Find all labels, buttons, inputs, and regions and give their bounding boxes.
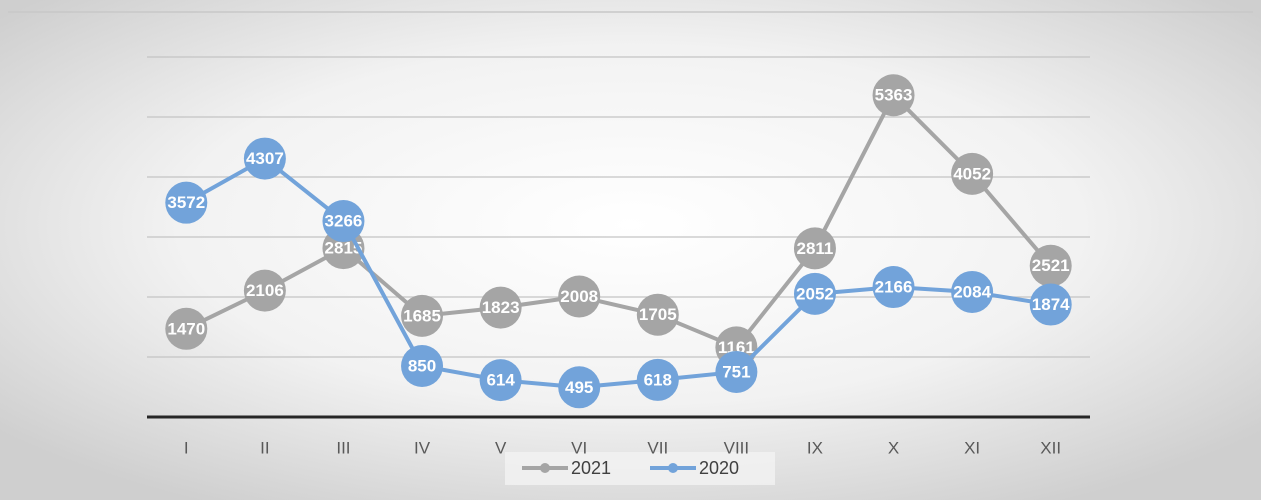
- data-label: 1705: [639, 305, 677, 324]
- point-marker: [1029, 283, 1072, 326]
- x-tick-label: IX: [807, 438, 823, 457]
- point-marker: [951, 270, 994, 313]
- data-label: 618: [644, 370, 672, 389]
- legend-marker: [668, 463, 678, 473]
- x-tick-label: II: [260, 438, 269, 457]
- point-marker: [558, 275, 601, 318]
- point-marker: [1029, 244, 1072, 287]
- point-marker: [636, 358, 679, 401]
- point-marker: [165, 307, 208, 350]
- data-label: 1685: [403, 306, 441, 325]
- data-label: 2811: [797, 239, 834, 258]
- point-marker: [715, 350, 758, 393]
- data-label: 495: [565, 378, 593, 397]
- point-marker: [793, 272, 836, 315]
- data-label: 1161: [718, 338, 755, 357]
- legend-marker: [540, 463, 550, 473]
- x-tick-label: VIII: [724, 438, 750, 457]
- point-marker: [322, 200, 365, 243]
- x-tick-label: VII: [647, 438, 668, 457]
- data-label: 2521: [1032, 256, 1070, 275]
- x-tick-label: VI: [571, 438, 587, 457]
- point-marker: [401, 345, 444, 387]
- data-label: 1470: [167, 319, 205, 338]
- data-label: 2166: [875, 278, 913, 297]
- legend-label: 2021: [571, 458, 611, 478]
- x-tick-label: XII: [1040, 438, 1061, 457]
- data-label: 2106: [246, 281, 284, 300]
- point-marker: [872, 266, 915, 309]
- legend-label: 2020: [699, 458, 739, 478]
- data-label: 5363: [875, 86, 913, 105]
- x-tick-label: IV: [414, 438, 431, 457]
- data-label: 3572: [167, 193, 205, 212]
- point-marker: [479, 286, 522, 329]
- data-label: 3266: [325, 212, 363, 231]
- data-label: 4052: [953, 164, 991, 183]
- data-label: 2052: [796, 284, 834, 303]
- data-label: 4307: [246, 149, 284, 168]
- data-label: 751: [722, 362, 750, 381]
- data-label: 2815: [325, 239, 363, 258]
- point-marker: [951, 152, 994, 195]
- x-tick-label: X: [888, 438, 899, 457]
- data-label: 1823: [482, 298, 520, 317]
- data-label: 614: [486, 371, 515, 390]
- point-marker: [401, 294, 444, 337]
- x-tick-label: V: [495, 438, 507, 457]
- data-label: 2008: [560, 287, 598, 306]
- x-tick-label: XI: [964, 438, 980, 457]
- point-marker: [872, 74, 915, 117]
- data-label: 850: [408, 356, 436, 375]
- point-marker: [558, 366, 601, 409]
- data-label: 2084: [953, 282, 991, 301]
- data-label: 1874: [1032, 295, 1070, 314]
- point-marker: [793, 227, 836, 270]
- x-tick-label: I: [184, 438, 189, 457]
- point-marker: [243, 269, 286, 312]
- x-tick-label: III: [336, 438, 350, 457]
- point-marker: [479, 359, 522, 402]
- point-marker: [165, 181, 208, 224]
- point-marker: [636, 293, 679, 336]
- point-marker: [243, 137, 286, 180]
